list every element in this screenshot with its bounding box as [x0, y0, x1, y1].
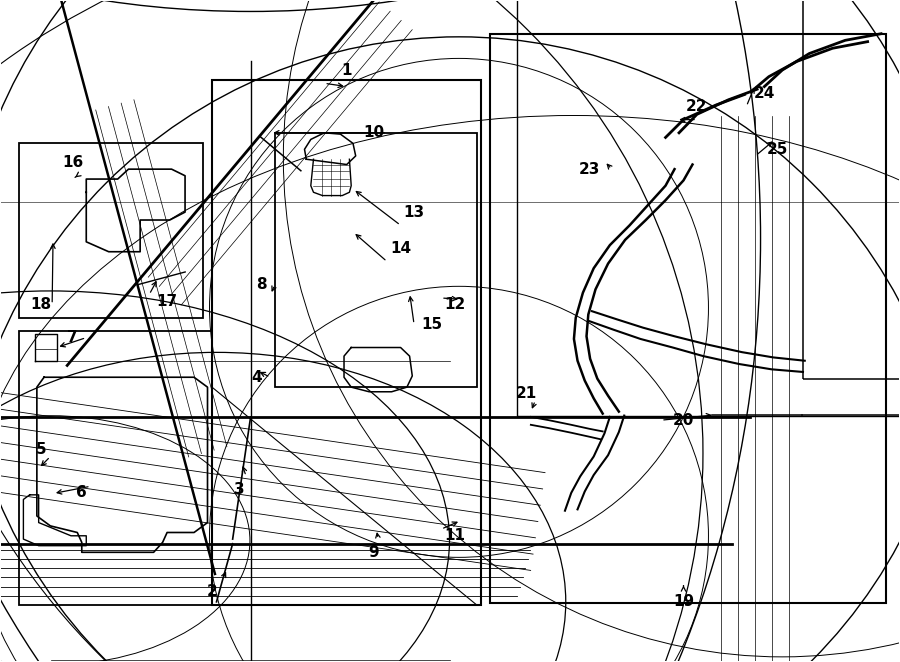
Text: 17: 17	[157, 294, 177, 308]
Text: 6: 6	[76, 485, 87, 500]
Bar	[274, 133, 477, 387]
Bar	[491, 34, 886, 603]
Text: 23: 23	[579, 162, 600, 177]
Text: 13: 13	[403, 205, 425, 220]
Text: 11: 11	[444, 528, 465, 544]
Text: 7: 7	[68, 330, 78, 345]
Bar	[19, 143, 203, 318]
Text: 20: 20	[673, 412, 694, 428]
Text: 3: 3	[234, 482, 244, 497]
Text: 24: 24	[753, 85, 775, 101]
Text: 14: 14	[390, 241, 411, 256]
Text: 22: 22	[686, 99, 707, 114]
Text: 2: 2	[207, 585, 218, 600]
Text: 1: 1	[341, 62, 352, 77]
Text: 4: 4	[252, 370, 262, 385]
Text: 10: 10	[363, 125, 384, 140]
Text: 8: 8	[256, 277, 266, 292]
Text: 9: 9	[368, 545, 379, 560]
Text: 19: 19	[673, 594, 694, 609]
Text: 12: 12	[444, 297, 465, 312]
Text: 5: 5	[36, 442, 47, 457]
Text: 21: 21	[516, 386, 537, 401]
Text: 25: 25	[767, 142, 788, 157]
Text: 18: 18	[31, 297, 52, 312]
Text: 15: 15	[421, 317, 443, 332]
Bar	[212, 80, 482, 605]
Text: 16: 16	[62, 155, 84, 170]
Bar	[19, 331, 212, 605]
